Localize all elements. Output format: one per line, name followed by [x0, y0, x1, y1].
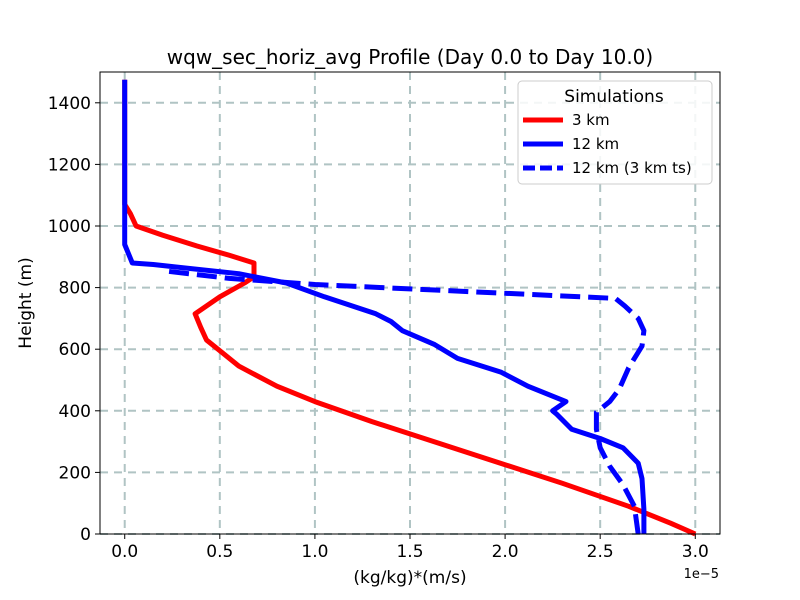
x-tick-label: 3.0	[682, 542, 709, 562]
series-line-2	[122, 79, 647, 534]
x-axis-label: (kg/kg)*(m/s)	[353, 568, 466, 588]
x-tick-label: 0.5	[206, 542, 233, 562]
x-axis: 0.0 0.5 1.0 1.5 2.0 2.5 3.0	[111, 534, 709, 562]
y-tick-label: 600	[59, 340, 91, 360]
chart-title: wqw_sec_horiz_avg Profile (Day 0.0 to Da…	[167, 45, 653, 69]
y-tick-label: 400	[59, 402, 91, 422]
series-line-1	[122, 79, 697, 537]
legend-box	[517, 80, 713, 185]
legend-label-3: 12 km (3 km ts)	[572, 159, 692, 177]
x-tick-label: 2.5	[587, 542, 614, 562]
legend-title: Simulations	[564, 87, 664, 107]
y-tick-label: 1400	[48, 94, 91, 114]
y-tick-label: 1000	[48, 217, 91, 237]
legend: Simulations 3 km 12 km 12 km (3 km ts)	[517, 80, 713, 185]
plot-frame	[99, 71, 721, 535]
series-line-3	[162, 268, 647, 535]
x-tick-label: 1.5	[396, 542, 423, 562]
y-tick-label: 1200	[48, 155, 91, 175]
series-lines	[122, 79, 697, 537]
y-axis-label: Height (m)	[16, 257, 36, 348]
x-tick-label: 2.0	[492, 542, 519, 562]
x-axis-offset: 1e−5	[684, 567, 719, 582]
x-tick-label: 0.0	[111, 542, 138, 562]
y-tick-label: 0	[80, 525, 91, 545]
legend-label-2: 12 km	[572, 135, 619, 153]
y-axis: 0 200 400 600 800 1000 1200 1400	[48, 94, 100, 545]
y-tick-label: 800	[59, 279, 91, 299]
y-tick-label: 200	[59, 463, 91, 483]
x-tick-label: 1.0	[301, 542, 328, 562]
legend-label-1: 3 km	[572, 111, 610, 129]
